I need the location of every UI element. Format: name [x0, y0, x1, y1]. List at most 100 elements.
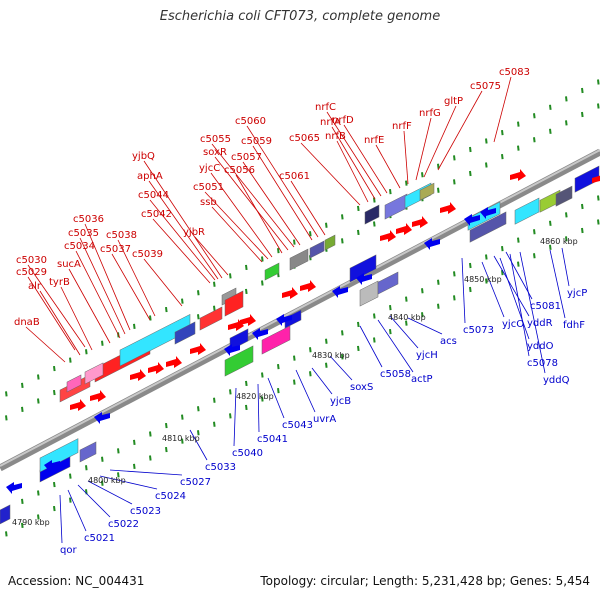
- tick-mark: [325, 222, 328, 228]
- label-connector: [39, 290, 81, 356]
- gene-label: c5039: [132, 249, 163, 260]
- label-connector: [246, 125, 319, 238]
- tick-mark: [501, 245, 504, 252]
- gene-label: actP: [411, 374, 433, 385]
- tick-mark: [261, 256, 264, 262]
- label-connector: [210, 172, 273, 258]
- label-connector: [111, 253, 151, 321]
- tick-mark: [85, 465, 88, 471]
- tick-mark: [245, 288, 248, 295]
- gene-block: [224, 290, 244, 317]
- forward-gene-arrow: [190, 343, 206, 355]
- label-connector: [27, 276, 76, 351]
- label-connector: [77, 484, 111, 518]
- tick-mark: [357, 321, 360, 328]
- label-connector: [149, 199, 216, 281]
- tick-mark: [117, 448, 120, 454]
- scale-label: 4810 kbp: [162, 434, 200, 443]
- tick-mark: [181, 414, 184, 420]
- label-connector: [295, 369, 316, 413]
- genome-summary: Topology: circular; Length: 5,231,428 bp…: [260, 574, 590, 588]
- tick-mark: [485, 254, 488, 260]
- gene-block: [199, 306, 223, 331]
- gene-label: yjcB: [330, 396, 351, 407]
- label-connector: [437, 90, 483, 171]
- label-connector: [194, 236, 229, 276]
- label-connector: [326, 111, 382, 197]
- gene-label: nrfE: [364, 135, 384, 146]
- reverse-gene-arrow: [480, 207, 496, 219]
- tick-mark: [437, 163, 440, 169]
- label-connector: [257, 383, 260, 433]
- tick-mark: [213, 281, 216, 287]
- label-connector: [211, 206, 263, 263]
- tick-mark: [357, 205, 360, 212]
- label-connector: [214, 156, 289, 251]
- forward-gene-arrow: [412, 216, 428, 228]
- tick-mark: [53, 505, 56, 512]
- gene-label: uvrA: [313, 414, 336, 425]
- tick-mark: [21, 382, 24, 389]
- tick-mark: [293, 379, 296, 385]
- gene-label: c5043: [282, 420, 313, 431]
- gene-block: [555, 185, 573, 207]
- gene-label: c5056: [224, 165, 255, 176]
- tick-mark: [53, 481, 56, 488]
- label-connector: [403, 130, 409, 185]
- tick-mark: [581, 87, 584, 94]
- gene-label: yjbQ: [132, 151, 155, 162]
- gene-label: soxR: [203, 147, 227, 158]
- tick-mark: [165, 306, 168, 313]
- tick-mark: [453, 271, 456, 277]
- label-connector: [461, 257, 466, 324]
- tick-mark: [533, 137, 536, 143]
- gene-block: [574, 165, 600, 193]
- tick-mark: [277, 387, 280, 394]
- label-connector: [481, 261, 505, 318]
- gene-label: c5036: [73, 214, 104, 225]
- forward-gene-arrow: [396, 223, 412, 235]
- label-connector: [204, 191, 269, 260]
- tick-mark: [325, 362, 328, 368]
- accession-label: Accession: NC_004431: [8, 574, 145, 588]
- reverse-gene-arrow: [44, 460, 60, 472]
- tick-mark: [37, 398, 40, 404]
- label-connector: [267, 377, 285, 419]
- forward-gene-arrow: [282, 287, 298, 299]
- label-connector: [407, 317, 443, 335]
- tick-mark: [565, 212, 568, 218]
- gene-label: c5081: [530, 301, 561, 312]
- gene-block: [377, 271, 399, 295]
- tick-mark: [421, 172, 424, 178]
- scale-label: 4800 kbp: [88, 476, 126, 485]
- tick-mark: [21, 498, 24, 505]
- tick-mark: [309, 231, 312, 237]
- label-connector: [211, 143, 295, 248]
- label-connector: [242, 161, 301, 246]
- gene-label: yjcC: [199, 163, 220, 174]
- scale-label: 4840 kbp: [388, 313, 426, 322]
- gene-label: nrfA: [320, 117, 341, 128]
- scale-label: 4820 kbp: [236, 392, 274, 401]
- tick-mark: [213, 397, 216, 403]
- tick-mark: [533, 253, 536, 259]
- tick-mark: [101, 340, 104, 346]
- gene-label: c5033: [205, 462, 236, 473]
- label-connector: [67, 489, 87, 532]
- tick-mark: [597, 79, 600, 85]
- forward-gene-arrow: [380, 230, 396, 242]
- tick-mark: [69, 357, 72, 363]
- tick-mark: [197, 406, 200, 412]
- tick-mark: [261, 372, 264, 378]
- gene-label: c5038: [106, 230, 137, 241]
- gene-label: c5058: [380, 369, 411, 380]
- label-connector: [423, 105, 457, 178]
- label-connector: [493, 255, 530, 317]
- forward-gene-arrow: [166, 356, 182, 368]
- tick-mark: [277, 363, 280, 370]
- gene-label: nrfC: [315, 102, 336, 113]
- label-connector: [509, 253, 530, 357]
- gene-block: [324, 234, 336, 251]
- label-connector: [27, 264, 86, 348]
- tick-mark: [501, 129, 504, 136]
